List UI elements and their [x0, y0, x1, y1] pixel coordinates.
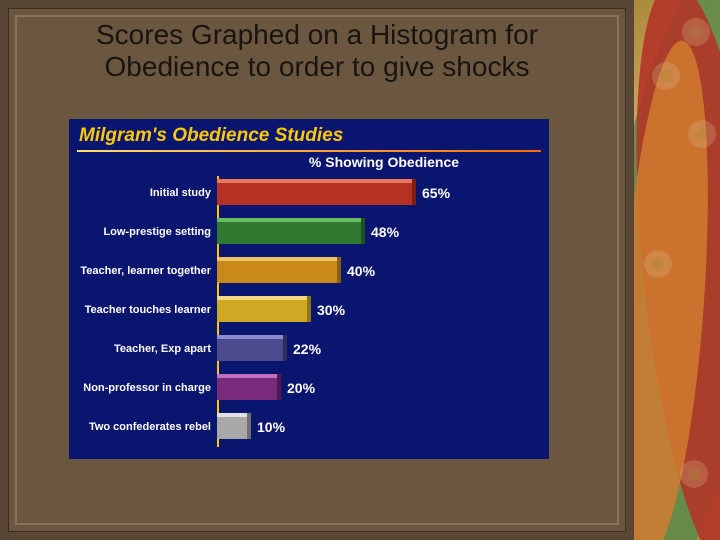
- flower-icon: [644, 250, 672, 278]
- bar: 65%: [217, 183, 412, 205]
- flower-icon: [688, 120, 716, 148]
- value-label: 22%: [293, 341, 321, 357]
- bar-top-face: [217, 296, 307, 300]
- row-label: Teacher, Exp apart: [77, 343, 217, 355]
- bar-area: 48%: [217, 215, 541, 250]
- chart-row: Two confederates rebel10%: [77, 410, 541, 445]
- bar-end-face: [361, 218, 365, 244]
- chart-body: Initial study65%Low-prestige setting48%T…: [69, 176, 549, 457]
- chart: Milgram's Obedience Studies % Showing Ob…: [69, 119, 549, 459]
- bar: 22%: [217, 339, 283, 361]
- row-label: Teacher touches learner: [77, 304, 217, 316]
- chart-row: Non-professor in charge20%: [77, 371, 541, 406]
- bar-area: 30%: [217, 293, 541, 328]
- bar-top-face: [217, 179, 412, 183]
- bar-end-face: [337, 257, 341, 283]
- bar: 20%: [217, 378, 277, 400]
- row-label: Low-prestige setting: [77, 226, 217, 238]
- bar-end-face: [247, 413, 251, 439]
- row-label: Two confederates rebel: [77, 421, 217, 433]
- value-label: 10%: [257, 419, 285, 435]
- bar: 48%: [217, 222, 361, 244]
- bar-top-face: [217, 413, 247, 417]
- chart-divider: [77, 150, 541, 152]
- chart-row: Teacher, learner together40%: [77, 254, 541, 289]
- bar-area: 10%: [217, 410, 541, 445]
- bar-top-face: [217, 218, 361, 222]
- bar-area: 65%: [217, 176, 541, 211]
- chart-row: Teacher, Exp apart22%: [77, 332, 541, 367]
- row-label: Initial study: [77, 187, 217, 199]
- bar-area: 20%: [217, 371, 541, 406]
- bar-end-face: [412, 179, 416, 205]
- chart-row: Initial study65%: [77, 176, 541, 211]
- bar-end-face: [283, 335, 287, 361]
- chart-row: Teacher touches learner30%: [77, 293, 541, 328]
- bar-end-face: [277, 374, 281, 400]
- bar-area: 22%: [217, 332, 541, 367]
- bar-top-face: [217, 374, 277, 378]
- bar-area: 40%: [217, 254, 541, 289]
- row-label: Teacher, learner together: [77, 265, 217, 277]
- flower-icon: [682, 18, 710, 46]
- slide-panel: Scores Graphed on a Histogram for Obedie…: [8, 8, 626, 532]
- slide-title: Scores Graphed on a Histogram for Obedie…: [25, 19, 609, 83]
- chart-subtitle: % Showing Obedience: [69, 154, 549, 176]
- flower-icon: [652, 62, 680, 90]
- value-label: 20%: [287, 380, 315, 396]
- row-label: Non-professor in charge: [77, 382, 217, 394]
- value-label: 40%: [347, 263, 375, 279]
- value-label: 48%: [371, 224, 399, 240]
- chart-title: Milgram's Obedience Studies: [69, 119, 549, 150]
- bar-top-face: [217, 335, 283, 339]
- chart-row: Low-prestige setting48%: [77, 215, 541, 250]
- value-label: 30%: [317, 302, 345, 318]
- bar: 40%: [217, 261, 337, 283]
- bar-top-face: [217, 257, 337, 261]
- value-label: 65%: [422, 185, 450, 201]
- bar: 10%: [217, 417, 247, 439]
- flower-icon: [680, 460, 708, 488]
- decorative-strip: [634, 0, 720, 540]
- bar-end-face: [307, 296, 311, 322]
- bar: 30%: [217, 300, 307, 322]
